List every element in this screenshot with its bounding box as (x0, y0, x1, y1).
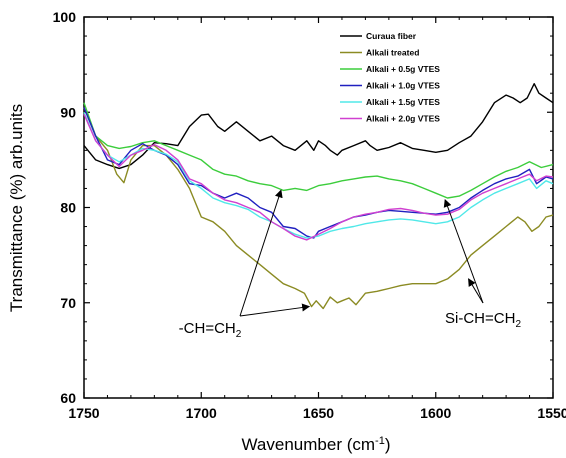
annotation-arrow (443, 198, 484, 304)
x-tick-label: 1650 (303, 405, 334, 421)
legend: Curaua fiber Alkali treated Alkali + 0.5g … (340, 31, 440, 124)
annotation-label-subscript: 2 (515, 319, 521, 330)
annotation-label-main: -CH=CH (179, 320, 236, 337)
x-axis-title: Wavenumber (cm-1) (242, 435, 391, 454)
series-line-alkali-treated (83, 107, 554, 310)
x-axis-title-sup: -1 (375, 435, 385, 447)
annotation-label-main: Si-CH=CH (445, 310, 515, 327)
y-tick-label: 70 (60, 295, 76, 311)
series-group (83, 83, 554, 310)
annotation-arrow (239, 189, 283, 317)
legend-label-alkali-treated: Alkali treated (366, 48, 419, 58)
x-axis-title-tail: ) (385, 435, 391, 454)
annotation-arrow (468, 278, 484, 304)
series-line-alkali-2-0g-vtes (83, 113, 554, 241)
annotation-label: -CH=CH2 (179, 320, 242, 340)
y-tick-label: 80 (60, 200, 76, 216)
y-tick-label: 60 (60, 390, 76, 406)
series-line-alkali-1-0g-vtes (83, 107, 554, 239)
y-tick-labels: 60 70 80 90 100 (53, 9, 77, 406)
annotation-label: Si-CH=CH2 (445, 310, 521, 330)
major-ticks (83, 16, 554, 399)
plot-frame (83, 16, 554, 399)
x-tick-labels: 1750 1700 1650 1600 1550 (68, 405, 566, 421)
y-tick-label: 100 (53, 9, 77, 25)
x-axis-title-main: Wavenumber (cm (242, 435, 376, 454)
y-axis-title: Transmittance (%) arb.units (7, 104, 26, 312)
legend-label-curaua-fiber: Curaua fiber (366, 31, 417, 41)
legend-label-alkali-2-0g-vtes: Alkali + 2.0g VTES (366, 114, 440, 124)
minor-ticks (84, 17, 553, 398)
legend-label-alkali-0-5g-vtes: Alkali + 0.5g VTES (366, 64, 440, 74)
x-tick-label: 1600 (420, 405, 451, 421)
x-tick-label: 1550 (537, 405, 566, 421)
annotation-label-subscript: 2 (236, 329, 242, 340)
y-tick-label: 90 (60, 104, 76, 120)
legend-label-alkali-1-5g-vtes: Alkali + 1.5g VTES (366, 97, 440, 107)
legend-label-alkali-1-0g-vtes: Alkali + 1.0g VTES (366, 81, 440, 91)
series-line-curaua-fiber (83, 83, 554, 170)
series-line-alkali-1-5g-vtes (83, 112, 554, 239)
x-tick-label: 1700 (186, 405, 217, 421)
annotation-arrow (239, 303, 311, 317)
series-line-alkali-0-5g-vtes (83, 102, 554, 199)
x-tick-label: 1750 (68, 405, 99, 421)
